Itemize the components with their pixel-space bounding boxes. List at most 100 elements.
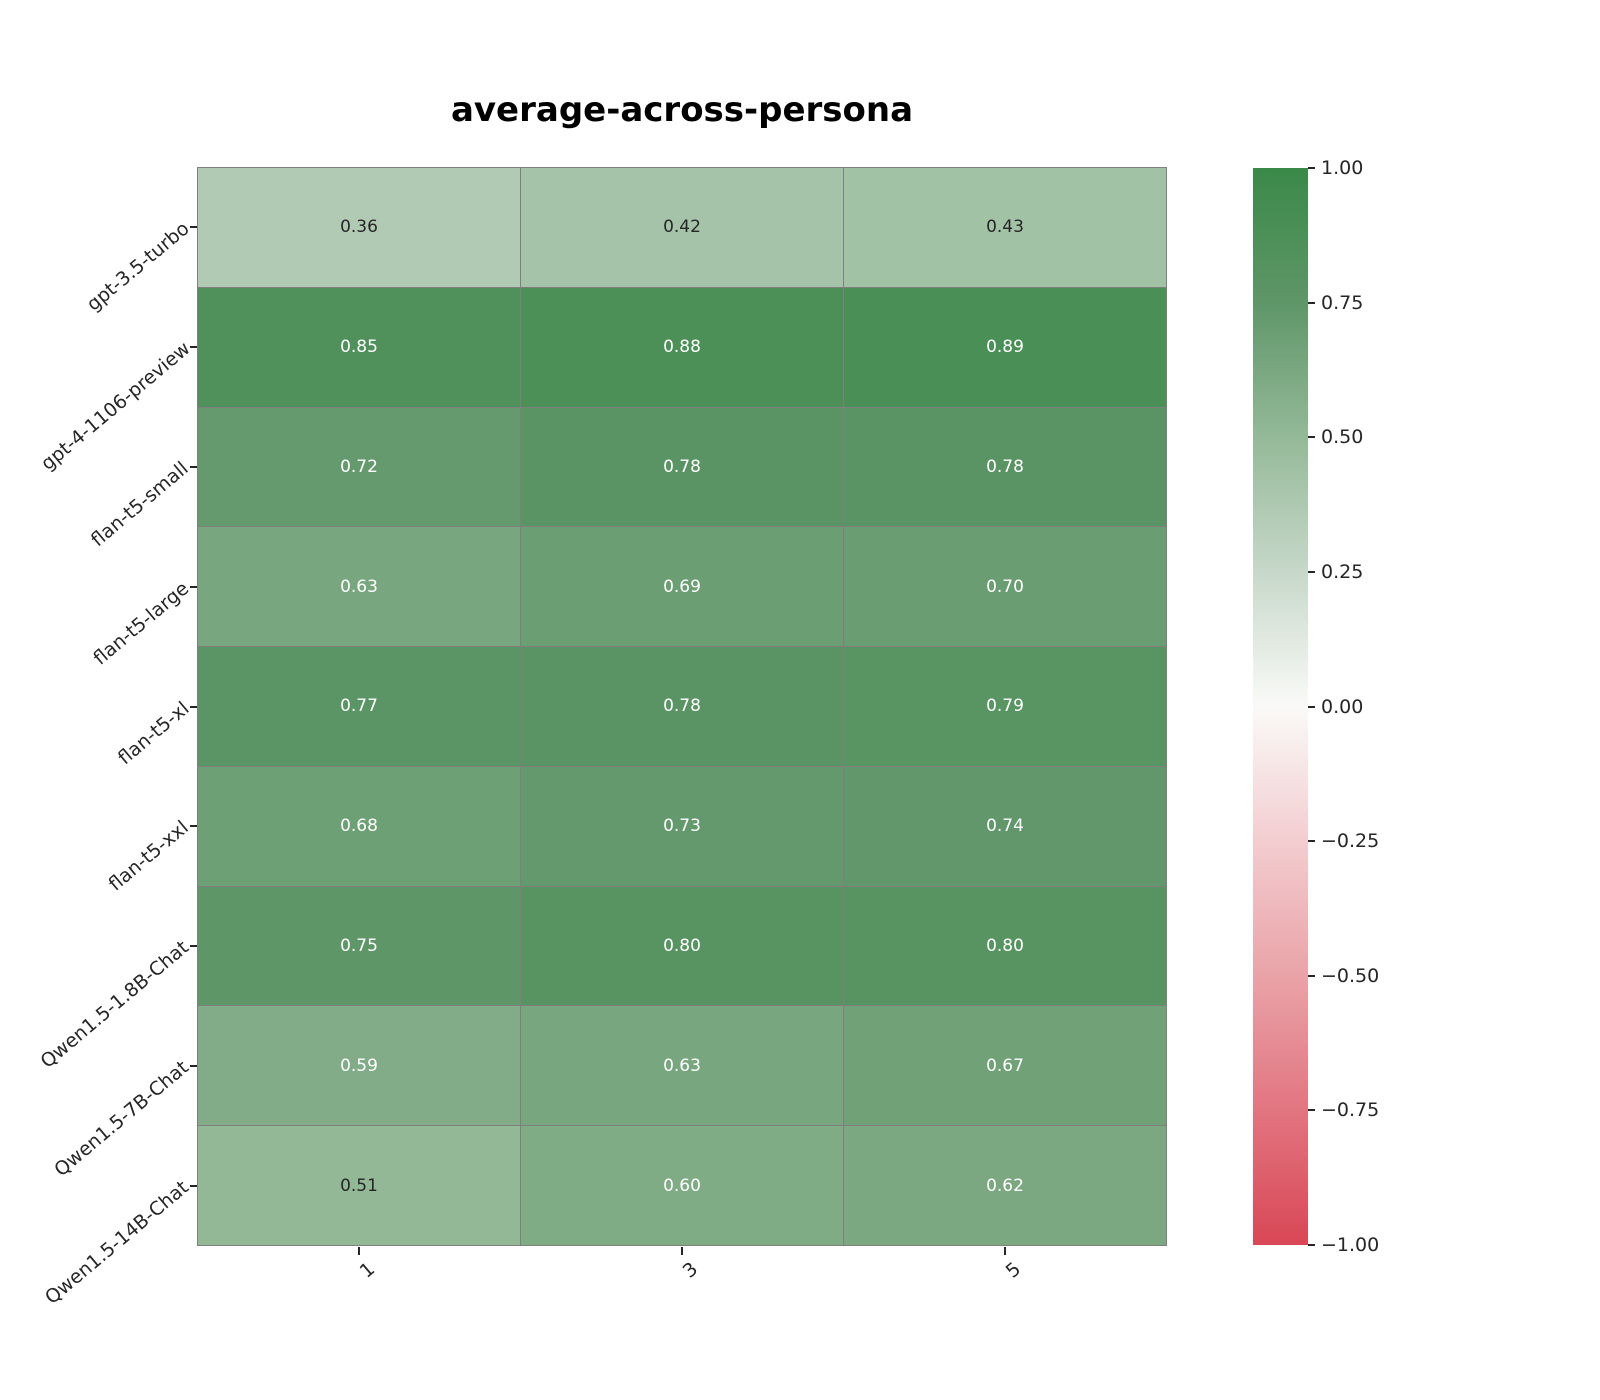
heatmap-cell: 0.43 [844, 168, 1166, 287]
row-label: gpt-4-1106-preview [36, 337, 195, 475]
y-tick [190, 225, 197, 228]
colorbar-tick [1308, 1109, 1315, 1112]
colorbar-tick [1308, 840, 1315, 843]
row-label: flan-t5-xxl [104, 816, 194, 896]
heatmap-cell: 0.62 [844, 1126, 1166, 1245]
cell-value: 0.43 [986, 217, 1024, 238]
heatmap-cell: 0.89 [844, 287, 1166, 407]
cell-value: 0.68 [340, 816, 378, 837]
cell-value: 0.60 [663, 1175, 701, 1196]
cell-value: 0.69 [663, 576, 701, 597]
y-tick [190, 1065, 197, 1068]
y-tick [190, 705, 197, 708]
cell-value: 0.78 [663, 696, 701, 717]
cell-value: 0.78 [986, 456, 1024, 477]
cell-value: 0.88 [663, 337, 701, 358]
colorbar-tick-label: 0.50 [1321, 426, 1364, 449]
heatmap-cell: 0.67 [844, 1006, 1166, 1126]
cell-value: 0.89 [986, 337, 1024, 358]
heatmap-cell: 0.72 [198, 407, 520, 527]
heatmap-cell: 0.70 [844, 527, 1166, 647]
row-label: flan-t5-xl [113, 696, 194, 769]
heatmap-cell: 0.77 [198, 647, 520, 766]
y-tick [190, 585, 197, 588]
heatmap-cell: 0.88 [521, 287, 843, 407]
heatmap-cell: 0.63 [198, 527, 520, 647]
heatmap-grid: 0.36 0.42 0.43 0.85 0.88 0.89 0.72 0.78 0.78 0.63… [197, 167, 1167, 1246]
cell-value: 0.80 [986, 936, 1024, 957]
row-label: gpt-3.5-turbo [82, 217, 194, 316]
cell-value: 0.75 [340, 936, 378, 957]
cell-value: 0.67 [986, 1055, 1024, 1076]
row-label: Qwen1.5-1.8B-Chat [36, 936, 194, 1074]
colorbar-tick [1308, 301, 1315, 304]
heatmap-cell: 0.69 [521, 527, 843, 647]
x-tick [357, 1247, 360, 1255]
colorbar-tick-label: −1.00 [1321, 1234, 1380, 1256]
chart-title: average-across-persona [450, 90, 914, 130]
colorbar-tick-label: 0.25 [1321, 560, 1364, 583]
x-tick [1004, 1247, 1007, 1255]
y-tick [190, 1185, 197, 1188]
heatmap-cell: 0.42 [521, 168, 843, 287]
cell-value: 0.36 [340, 217, 378, 238]
cell-value: 0.70 [986, 576, 1024, 597]
heatmap-cell: 0.60 [521, 1126, 843, 1245]
heatmap-cell: 0.74 [844, 766, 1166, 886]
cell-value: 0.73 [663, 816, 701, 837]
colorbar-tick [1308, 1244, 1315, 1246]
colorbar-tick-label: 0.75 [1321, 291, 1364, 314]
heatmap-cell: 0.78 [521, 647, 843, 766]
heatmap-cell: 0.51 [198, 1126, 520, 1245]
colorbar-tick-label: 1.00 [1321, 157, 1364, 179]
x-tick [681, 1247, 683, 1255]
heatmap-cell: 0.36 [198, 168, 520, 287]
colorbar-tick [1308, 436, 1315, 439]
cell-value: 0.78 [663, 456, 701, 477]
heatmap-cell: 0.79 [844, 647, 1166, 766]
heatmap-cell: 0.68 [198, 766, 520, 886]
cell-value: 0.42 [663, 217, 701, 238]
colorbar-tick [1308, 705, 1315, 708]
heatmap-cell: 0.73 [521, 766, 843, 886]
cell-value: 0.80 [663, 936, 701, 957]
colorbar-tick [1308, 570, 1315, 573]
heatmap-cell: 0.80 [844, 886, 1166, 1006]
col-label: 1 [355, 1258, 379, 1283]
cell-value: 0.77 [340, 696, 378, 717]
colorbar-tick-label: −0.75 [1321, 1099, 1380, 1122]
y-tick [190, 345, 197, 348]
col-label: 5 [1002, 1258, 1026, 1283]
cell-value: 0.85 [340, 337, 378, 358]
heatmap-cell: 0.78 [521, 407, 843, 527]
heatmap-cell: 0.75 [198, 886, 520, 1006]
y-tick [190, 825, 197, 828]
cell-value: 0.72 [340, 456, 378, 477]
cell-value: 0.51 [340, 1175, 378, 1196]
heatmap-cell: 0.80 [521, 886, 843, 1006]
colorbar [1253, 168, 1308, 1245]
colorbar-tick-label: −0.25 [1321, 830, 1380, 853]
colorbar-tick [1308, 167, 1315, 169]
cell-value: 0.74 [986, 816, 1024, 837]
row-label: flan-t5-large [89, 577, 194, 670]
colorbar-tick-label: −0.50 [1321, 964, 1380, 987]
col-label: 3 [678, 1258, 703, 1283]
heatmap-cell: 0.78 [844, 407, 1166, 527]
cell-value: 0.62 [986, 1175, 1024, 1196]
cell-value: 0.63 [340, 576, 378, 597]
row-label: Qwen1.5-7B-Chat [50, 1056, 194, 1182]
row-label: flan-t5-small [87, 457, 194, 551]
colorbar-tick-label: 0.00 [1321, 695, 1364, 718]
cell-value: 0.59 [340, 1055, 378, 1076]
cell-value: 0.79 [986, 696, 1024, 717]
heatmap-cell: 0.63 [521, 1006, 843, 1126]
cell-value: 0.63 [663, 1055, 701, 1076]
heatmap-cell: 0.85 [198, 287, 520, 407]
y-tick [190, 945, 197, 948]
y-tick [190, 465, 197, 468]
heatmap-cell: 0.59 [198, 1006, 520, 1126]
colorbar-tick [1308, 974, 1315, 977]
row-label: Qwen1.5-14B-Chat [41, 1176, 194, 1309]
